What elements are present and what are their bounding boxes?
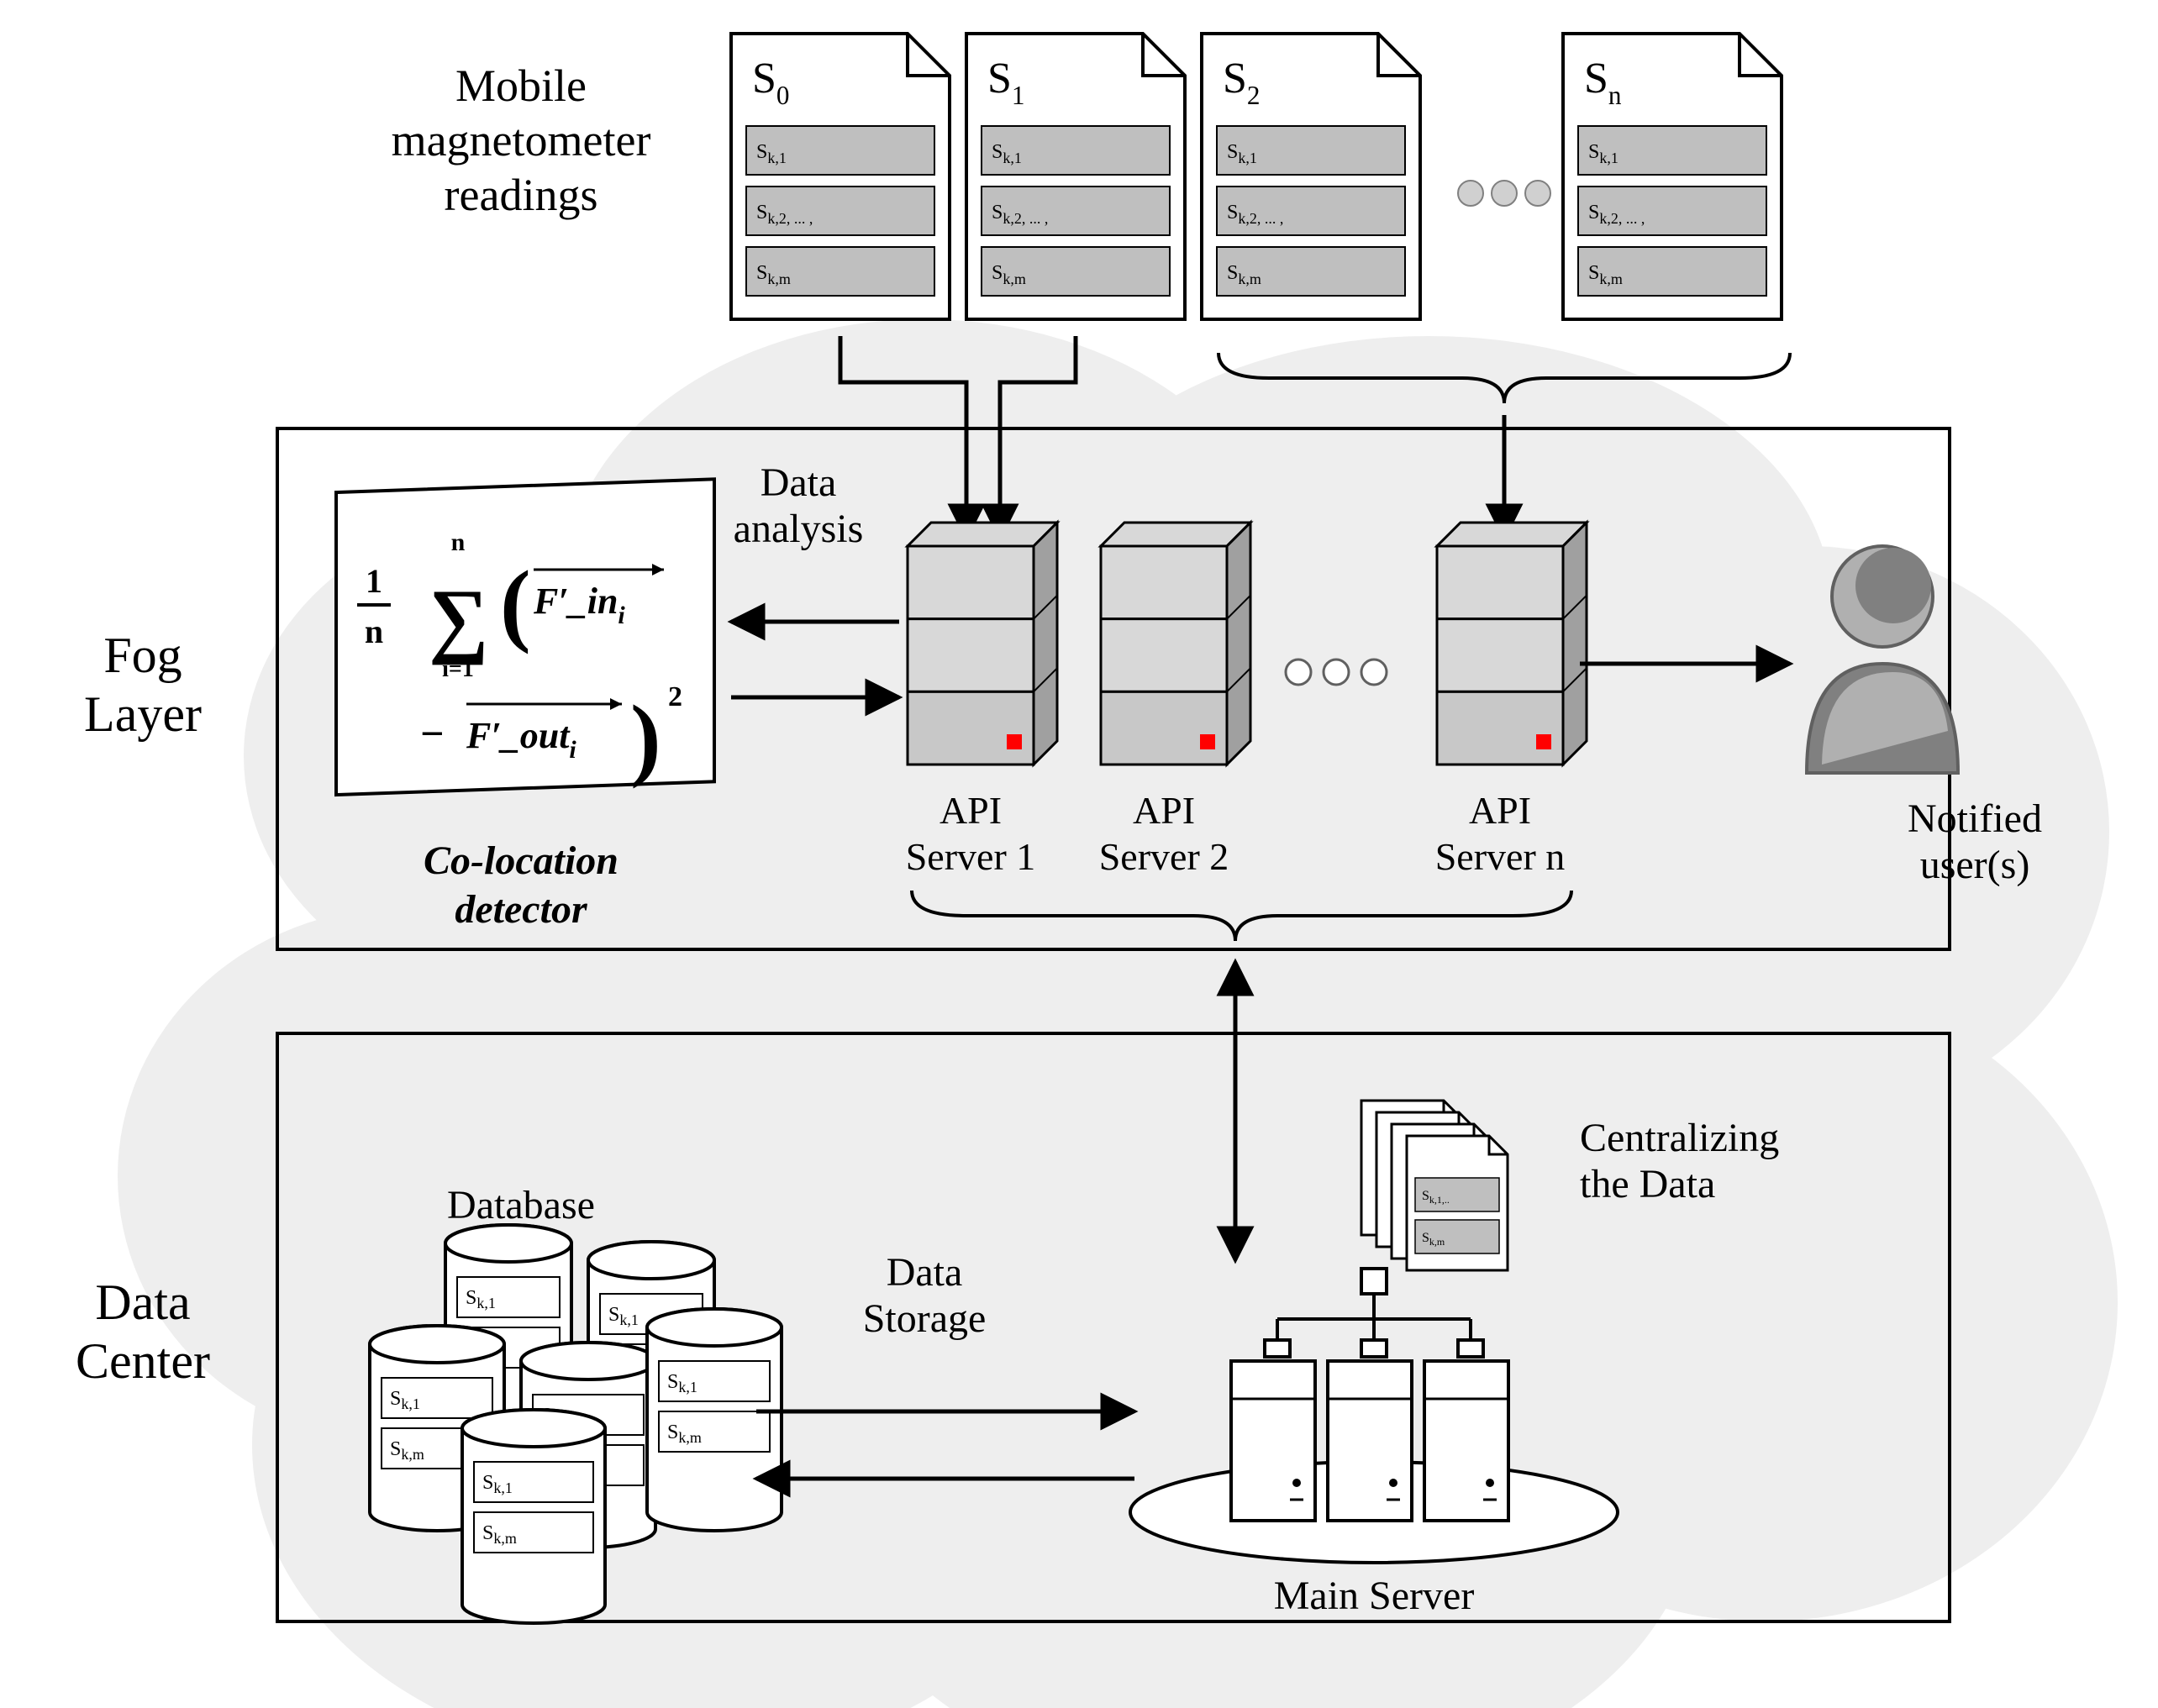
document-0: S0Sk,1Sk,2, ... ,Sk,m: [731, 34, 950, 319]
svg-text:API: API: [1133, 789, 1195, 832]
document-1: S1Sk,1Sk,2, ... ,Sk,m: [966, 34, 1185, 319]
svg-text:readings: readings: [445, 170, 598, 220]
main-server-unit-2: [1424, 1361, 1508, 1521]
svg-text:Data: Data: [887, 1250, 963, 1295]
svg-text:Fog: Fog: [103, 628, 182, 683]
svg-text:Data: Data: [95, 1274, 190, 1330]
svg-text:magnetometer: magnetometer: [392, 115, 651, 166]
svg-text:API: API: [940, 789, 1002, 832]
svg-text:user(s): user(s): [1920, 843, 2030, 887]
svg-text:Layer: Layer: [84, 686, 202, 742]
svg-text:Server 2: Server 2: [1099, 835, 1229, 878]
svg-text:i=1: i=1: [442, 656, 474, 682]
svg-text:Server 1: Server 1: [906, 835, 1036, 878]
svg-text:1: 1: [366, 562, 382, 600]
svg-text:): ): [630, 686, 661, 789]
svg-text:2: 2: [668, 681, 682, 712]
api-servers-group: [908, 523, 1587, 765]
api-server-3: [1437, 523, 1587, 765]
db-cyl-front: Sk,1Sk,m: [462, 1410, 605, 1623]
doc-ellipsis: [1458, 181, 1550, 206]
svg-text:−: −: [420, 710, 445, 757]
fog-layer-label: Fog Layer: [84, 628, 202, 742]
svg-text:∑: ∑: [429, 572, 488, 665]
svg-text:Notified: Notified: [1908, 796, 2042, 841]
svg-text:Co-location: Co-location: [424, 838, 618, 883]
diagram-root: Fog Layer Data Center Mobile magnetomete…: [0, 0, 2158, 1708]
documents-group: S0Sk,1Sk,2, ... ,Sk,mS1Sk,1Sk,2, ... ,Sk…: [731, 34, 1782, 319]
svg-text:Storage: Storage: [863, 1296, 987, 1341]
db-cyl-mid-3: Sk,1Sk,m: [647, 1309, 782, 1531]
svg-text:detector: detector: [455, 887, 588, 932]
database-label: Database: [447, 1183, 595, 1227]
colocation-detector: 1 n ∑ n i=1 ( F′_ini − F′_outi ) 2: [336, 479, 714, 795]
mobile-readings-label: Mobile magnetometer readings: [392, 60, 651, 220]
svg-text:Server n: Server n: [1435, 835, 1566, 878]
svg-text:API: API: [1469, 789, 1531, 832]
svg-text:(: (: [500, 552, 531, 654]
svg-text:n: n: [451, 528, 466, 556]
svg-text:n: n: [365, 612, 383, 650]
api-server-1: [908, 523, 1057, 765]
svg-text:the Data: the Data: [1580, 1162, 1715, 1206]
main-server-unit-0: [1231, 1361, 1315, 1521]
main-server-unit-1: [1328, 1361, 1412, 1521]
svg-text:analysis: analysis: [734, 507, 864, 551]
document-n: SnSk,1Sk,2, ... ,Sk,m: [1563, 34, 1782, 319]
diagram-svg: Fog Layer Data Center Mobile magnetomete…: [0, 0, 2158, 1708]
svg-text:Center: Center: [76, 1333, 210, 1389]
document-2: S2Sk,1Sk,2, ... ,Sk,m: [1202, 34, 1420, 319]
svg-text:Data: Data: [761, 460, 837, 505]
main-server-label: Main Server: [1274, 1574, 1475, 1618]
small-doc-3: Sk,1,..Sk,m: [1407, 1136, 1508, 1270]
server-ellipsis: [1286, 660, 1387, 685]
svg-text:Centralizing: Centralizing: [1580, 1116, 1779, 1160]
svg-text:Mobile: Mobile: [455, 60, 587, 111]
api-server-2: [1101, 523, 1250, 765]
